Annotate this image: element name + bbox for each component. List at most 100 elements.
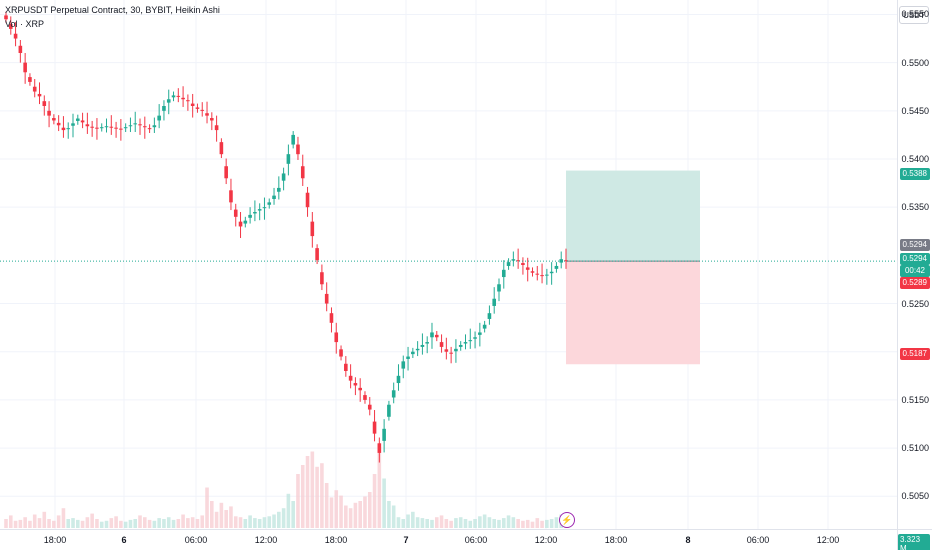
volume-bar: [109, 518, 114, 528]
price-tick-label: 0.5450: [901, 105, 929, 116]
volume-bar: [257, 519, 262, 528]
time-tick-label: 06:00: [184, 535, 208, 545]
volume-bar: [262, 517, 267, 528]
candle-body: [109, 126, 114, 128]
entry-price-tag: 0.5289: [899, 277, 930, 289]
candle-body: [482, 324, 487, 329]
flash-icon[interactable]: ⚡: [559, 512, 575, 528]
price-tick-label: 0.5100: [901, 443, 929, 454]
volume-bar: [23, 517, 27, 528]
volume-bar: [61, 508, 66, 528]
volume-bar: [114, 516, 118, 528]
candle-body: [535, 273, 540, 275]
volume-bar: [339, 495, 343, 528]
long-position-tool: [566, 170, 700, 365]
volume-value-tag: 3.323 M: [898, 534, 930, 550]
volume-bar: [214, 511, 219, 528]
time-tick-label: 12:00: [254, 535, 278, 545]
price-tick-label: 0.5500: [901, 57, 929, 68]
time-tick-label: 18:00: [43, 535, 67, 545]
bar-countdown-tag: 00:42: [900, 265, 930, 277]
candle-body: [334, 332, 339, 343]
currency-button[interactable]: USDT: [899, 6, 929, 24]
volume-bar: [511, 517, 516, 528]
volume-bar: [147, 519, 152, 528]
volume-bar: [162, 519, 166, 528]
time-tick-label: 6: [121, 535, 127, 545]
candle-body: [99, 127, 104, 129]
volume-bar: [463, 519, 468, 528]
volume-bar: [85, 517, 90, 528]
volume-bar: [540, 520, 544, 528]
volume-bar: [305, 456, 310, 528]
candle-body: [23, 62, 27, 73]
volume-bar: [320, 463, 324, 528]
candle-body: [61, 127, 66, 131]
candle-body: [243, 220, 248, 224]
volume-bar: [329, 497, 334, 528]
candle-body: [468, 340, 473, 342]
candle-body: [42, 101, 47, 106]
volume-bar: [71, 518, 75, 528]
volume-bar: [80, 520, 85, 528]
volume-bar: [430, 519, 434, 528]
candle-body: [143, 126, 147, 128]
volume-bar: [42, 511, 47, 528]
candle-body: [511, 259, 516, 261]
volume-bar: [396, 517, 401, 528]
chart-title-legend[interactable]: XRPUSDT Perpetual Contract, 30, BYBIT, H…: [5, 5, 220, 15]
volume-bar: [171, 519, 176, 528]
candle-body: [205, 113, 209, 116]
volume-bar: [28, 520, 32, 528]
volume-bar: [473, 519, 477, 528]
candle-body: [291, 134, 295, 145]
candle-body: [253, 212, 257, 214]
candle-body: [166, 99, 171, 103]
volume-bar: [353, 502, 358, 528]
volume-bar: [420, 518, 425, 528]
time-axis[interactable]: 18:00 6 06:00 12:00 18:00 7 06:00 12:00 18:00 8 06…: [0, 529, 898, 550]
volume-bar: [219, 502, 224, 528]
price-tick-label: 0.5050: [901, 491, 929, 502]
candle-body: [564, 260, 568, 262]
candle-body: [238, 221, 243, 227]
volume-bar: [377, 447, 382, 528]
candle-body: [358, 387, 362, 391]
candle-body: [104, 126, 109, 128]
candle-body: [300, 166, 305, 179]
candle-body: [32, 86, 37, 92]
candle-body: [367, 404, 372, 410]
volume-bar: [56, 515, 61, 528]
volume-legend[interactable]: Vol · XRP: [5, 19, 45, 29]
volume-bar: [324, 483, 329, 528]
candle-body: [449, 352, 453, 354]
volume-bar: [253, 518, 257, 528]
candle-body: [296, 144, 300, 155]
volume-bar: [90, 513, 94, 528]
volume-bar: [281, 508, 286, 528]
candle-body: [195, 107, 200, 109]
volume-bar: [439, 515, 444, 528]
time-tick-label: 12:00: [534, 535, 558, 545]
candle-body: [133, 123, 138, 125]
volume-bar: [224, 510, 228, 528]
last-price-tag: 0.5294: [899, 253, 930, 265]
candle-body: [411, 351, 415, 355]
candle-body: [95, 127, 99, 129]
volume-bar: [382, 478, 386, 528]
candle-body: [80, 120, 85, 123]
volume-bar: [549, 519, 554, 528]
candle-body: [114, 127, 118, 129]
candle-body: [128, 125, 133, 127]
volume-bar: [468, 520, 473, 528]
candle-body: [391, 390, 396, 398]
time-tick-label: 8: [685, 535, 691, 545]
price-chart[interactable]: [0, 0, 898, 530]
candle-body: [138, 124, 142, 126]
candle-body: [229, 190, 233, 203]
candle-body: [181, 97, 185, 100]
volume-bar: [492, 519, 497, 528]
candle-body: [4, 15, 8, 20]
volume-bar: [138, 515, 142, 528]
